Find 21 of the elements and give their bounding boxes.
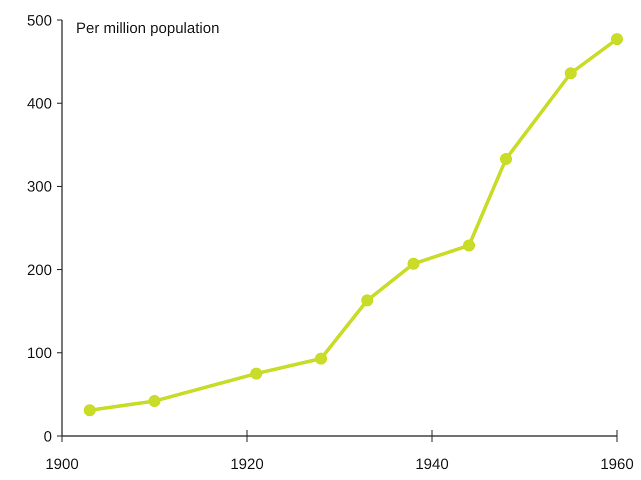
point bbox=[148, 395, 160, 408]
point bbox=[564, 67, 577, 80]
point bbox=[315, 352, 327, 365]
x-tick-label: 1940 bbox=[415, 456, 449, 473]
y-tick-label: 500 bbox=[26, 12, 52, 30]
point bbox=[84, 404, 96, 416]
x-tick-label: 1960 bbox=[600, 456, 634, 473]
point bbox=[361, 294, 374, 306]
y-tick-label: 200 bbox=[26, 262, 52, 279]
point bbox=[611, 33, 623, 46]
y-tick-label: 300 bbox=[26, 178, 52, 196]
point bbox=[250, 368, 262, 380]
point bbox=[463, 239, 475, 252]
x-tick-label: 1920 bbox=[230, 456, 264, 473]
point bbox=[408, 258, 420, 270]
y-tick-label: 400 bbox=[26, 95, 52, 112]
x-tick-label: 1900 bbox=[45, 456, 79, 473]
y-axis-title: Per million population bbox=[76, 20, 220, 37]
y-tick-label: 100 bbox=[26, 345, 52, 362]
point bbox=[500, 152, 512, 165]
y-tick-label: 0 bbox=[44, 428, 52, 446]
